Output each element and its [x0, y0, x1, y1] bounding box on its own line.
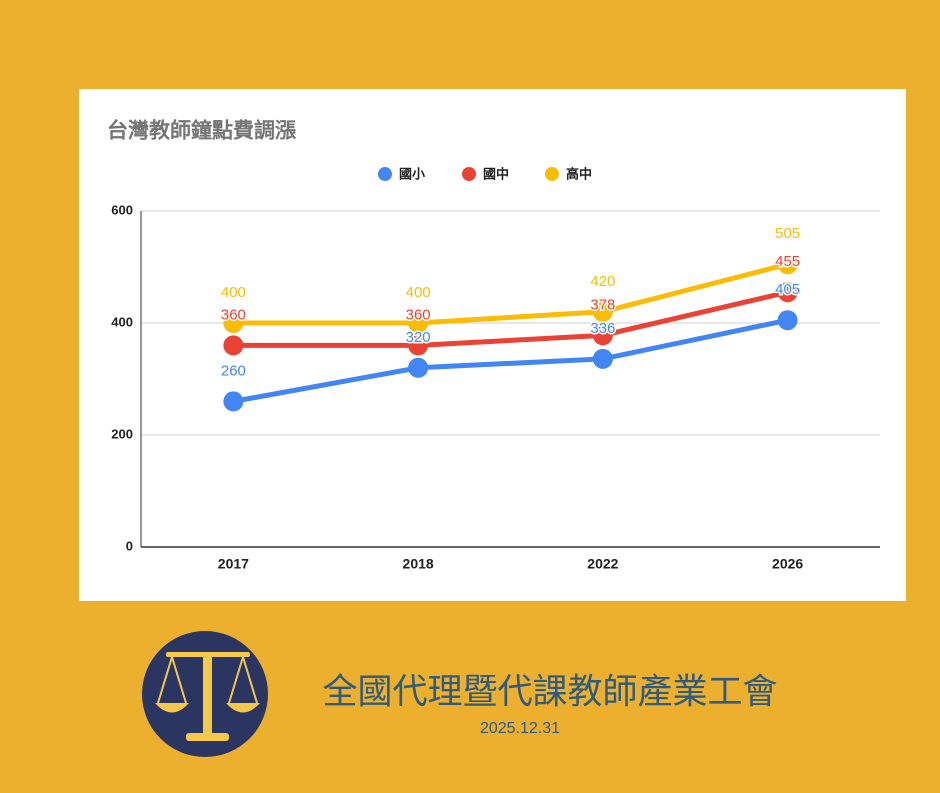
legend-marker	[462, 167, 476, 181]
data-label: 455	[775, 253, 800, 270]
data-label: 378	[590, 296, 615, 313]
x-tick-label: 2017	[218, 556, 249, 572]
legend-label: 國小	[399, 166, 425, 181]
data-point	[777, 282, 798, 303]
data-point	[777, 254, 798, 275]
data-label: 400	[221, 284, 246, 301]
legend-marker	[378, 167, 392, 181]
chart-card	[79, 89, 906, 601]
x-tick-label: 2018	[403, 556, 434, 572]
x-tick-label: 2022	[587, 556, 618, 572]
data-point	[777, 310, 798, 331]
data-point	[408, 335, 429, 356]
y-tick-label: 400	[111, 314, 133, 329]
data-label: 505	[775, 225, 800, 242]
series-line	[233, 261, 789, 326]
series-line	[232, 317, 789, 404]
data-point	[592, 325, 613, 346]
data-point	[223, 335, 244, 356]
data-label: 420	[590, 273, 615, 290]
y-tick-label: 600	[111, 202, 133, 217]
date: 2025.12.31	[480, 720, 560, 737]
data-point	[223, 313, 244, 333]
data-label: 336	[590, 320, 615, 337]
data-point	[408, 357, 429, 378]
legend-label: 國中	[483, 166, 509, 181]
data-label: 405	[775, 281, 800, 298]
legend-label: 高中	[566, 166, 592, 181]
organization: 全國代理暨代課教師產業工會	[322, 672, 777, 711]
data-label: 360	[406, 306, 431, 323]
y-tick-label: 0	[126, 538, 133, 553]
data-label: 360	[221, 306, 246, 323]
data-label: 400	[406, 284, 431, 301]
data-label: 320	[406, 329, 431, 346]
logo	[142, 631, 268, 757]
data-label: 260	[221, 362, 246, 379]
data-point	[408, 313, 429, 333]
data-point	[223, 391, 244, 412]
data-point	[592, 301, 613, 322]
y-tick-label: 200	[111, 426, 133, 441]
chart-title: 台灣教師鐘點費調漲	[107, 119, 297, 143]
x-tick-label: 2026	[772, 556, 803, 572]
legend-marker	[545, 167, 559, 181]
data-point	[592, 348, 613, 369]
series-line	[233, 289, 789, 348]
